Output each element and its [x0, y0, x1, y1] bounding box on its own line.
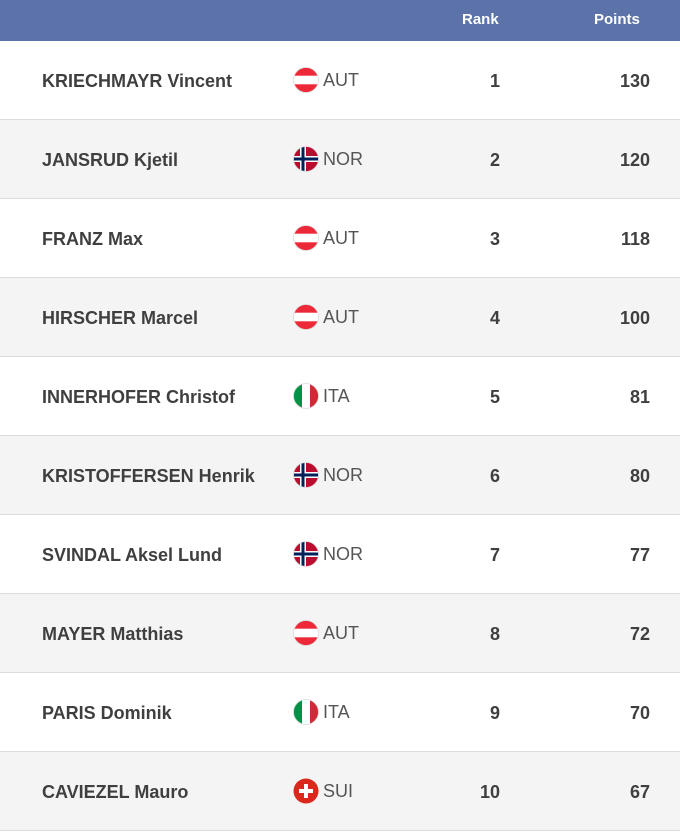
- rank-value: 5: [489, 387, 500, 407]
- rank-value: 1: [489, 71, 500, 91]
- athlete-name[interactable]: KRIECHMAYR Vincent: [42, 71, 233, 91]
- athlete-name[interactable]: CAVIEZEL Mauro: [42, 782, 189, 802]
- nation-code: SUI: [323, 781, 354, 801]
- rank-value: 6: [489, 466, 500, 486]
- points-value: 77: [629, 545, 650, 565]
- athlete-name[interactable]: KRISTOFFERSEN Henrik: [42, 466, 255, 486]
- rank-value: 8: [489, 624, 500, 644]
- austria-flag-icon: [293, 620, 319, 646]
- points-value: 120: [619, 150, 650, 170]
- points-value: 118: [620, 229, 650, 249]
- nation-code: AUT: [323, 623, 359, 643]
- norway-flag-icon: [293, 541, 319, 567]
- rank-value: 9: [489, 703, 500, 723]
- nation-code: AUT: [323, 70, 359, 90]
- rank-value: 10: [479, 782, 500, 802]
- italy-flag-icon: [293, 699, 319, 725]
- switzerland-flag-icon: [293, 778, 319, 804]
- table-row[interactable]: JANSRUD Kjetil NOR 2 120: [0, 120, 680, 199]
- athlete-name[interactable]: JANSRUD Kjetil: [42, 150, 179, 170]
- table-row[interactable]: KRIECHMAYR Vincent AUT 1 130: [0, 41, 680, 120]
- athlete-name[interactable]: PARIS Dominik: [42, 703, 172, 723]
- nation-code: ITA: [323, 386, 350, 406]
- nation-code: NOR: [323, 149, 363, 169]
- table-row[interactable]: CAVIEZEL Mauro SUI 10 67: [0, 752, 680, 831]
- athlete-name[interactable]: SVINDAL Aksel Lund: [42, 545, 223, 565]
- nation-cell: AUT: [293, 225, 359, 251]
- points-value: 130: [619, 71, 650, 91]
- nation-cell: SUI: [293, 778, 353, 804]
- table-row[interactable]: PARIS Dominik ITA 9 70: [0, 673, 680, 752]
- nation-code: NOR: [323, 465, 363, 485]
- nation-cell: ITA: [293, 699, 350, 725]
- points-value: 81: [629, 387, 650, 407]
- table-body: KRIECHMAYR Vincent AUT 1 130 JANSRUD Kje…: [0, 41, 680, 831]
- rank-column-header[interactable]: Rank: [462, 11, 499, 28]
- nation-code: ITA: [323, 702, 350, 722]
- table-row[interactable]: MAYER Matthias AUT 8 72: [0, 594, 680, 673]
- nation-cell: AUT: [293, 620, 359, 646]
- rank-value: 4: [489, 308, 500, 328]
- nation-code: AUT: [323, 228, 359, 248]
- points-value: 100: [619, 308, 650, 328]
- table-header: Rank Points: [0, 0, 680, 41]
- athlete-name[interactable]: FRANZ Max: [42, 229, 144, 249]
- nation-code: NOR: [323, 544, 363, 564]
- rank-value: 2: [489, 150, 500, 170]
- points-value: 72: [629, 624, 650, 644]
- rank-value: 7: [489, 545, 500, 565]
- austria-flag-icon: [293, 304, 319, 330]
- nation-code: AUT: [323, 307, 359, 327]
- norway-flag-icon: [293, 462, 319, 488]
- points-value: 67: [629, 782, 650, 802]
- table-row[interactable]: FRANZ Max AUT 3 118: [0, 199, 680, 278]
- austria-flag-icon: [293, 225, 319, 251]
- points-value: 70: [629, 703, 650, 723]
- austria-flag-icon: [293, 67, 319, 93]
- nation-cell: AUT: [293, 304, 359, 330]
- nation-cell: AUT: [293, 67, 359, 93]
- nation-cell: ITA: [293, 383, 350, 409]
- athlete-name[interactable]: INNERHOFER Christof: [42, 387, 235, 407]
- athlete-name[interactable]: MAYER Matthias: [42, 624, 184, 644]
- italy-flag-icon: [293, 383, 319, 409]
- table-row[interactable]: KRISTOFFERSEN Henrik NOR 6 80: [0, 436, 680, 515]
- table-row[interactable]: INNERHOFER Christof ITA 5 81: [0, 357, 680, 436]
- nation-cell: NOR: [293, 541, 363, 567]
- table-row[interactable]: HIRSCHER Marcel AUT 4 100: [0, 278, 680, 357]
- nation-cell: NOR: [293, 146, 363, 172]
- table-row[interactable]: SVINDAL Aksel Lund NOR 7 77: [0, 515, 680, 594]
- norway-flag-icon: [293, 146, 319, 172]
- points-value: 80: [629, 466, 650, 486]
- points-column-header[interactable]: Points: [594, 11, 640, 28]
- rank-value: 3: [489, 229, 500, 249]
- athlete-name[interactable]: HIRSCHER Marcel: [42, 308, 199, 328]
- nation-cell: NOR: [293, 462, 363, 488]
